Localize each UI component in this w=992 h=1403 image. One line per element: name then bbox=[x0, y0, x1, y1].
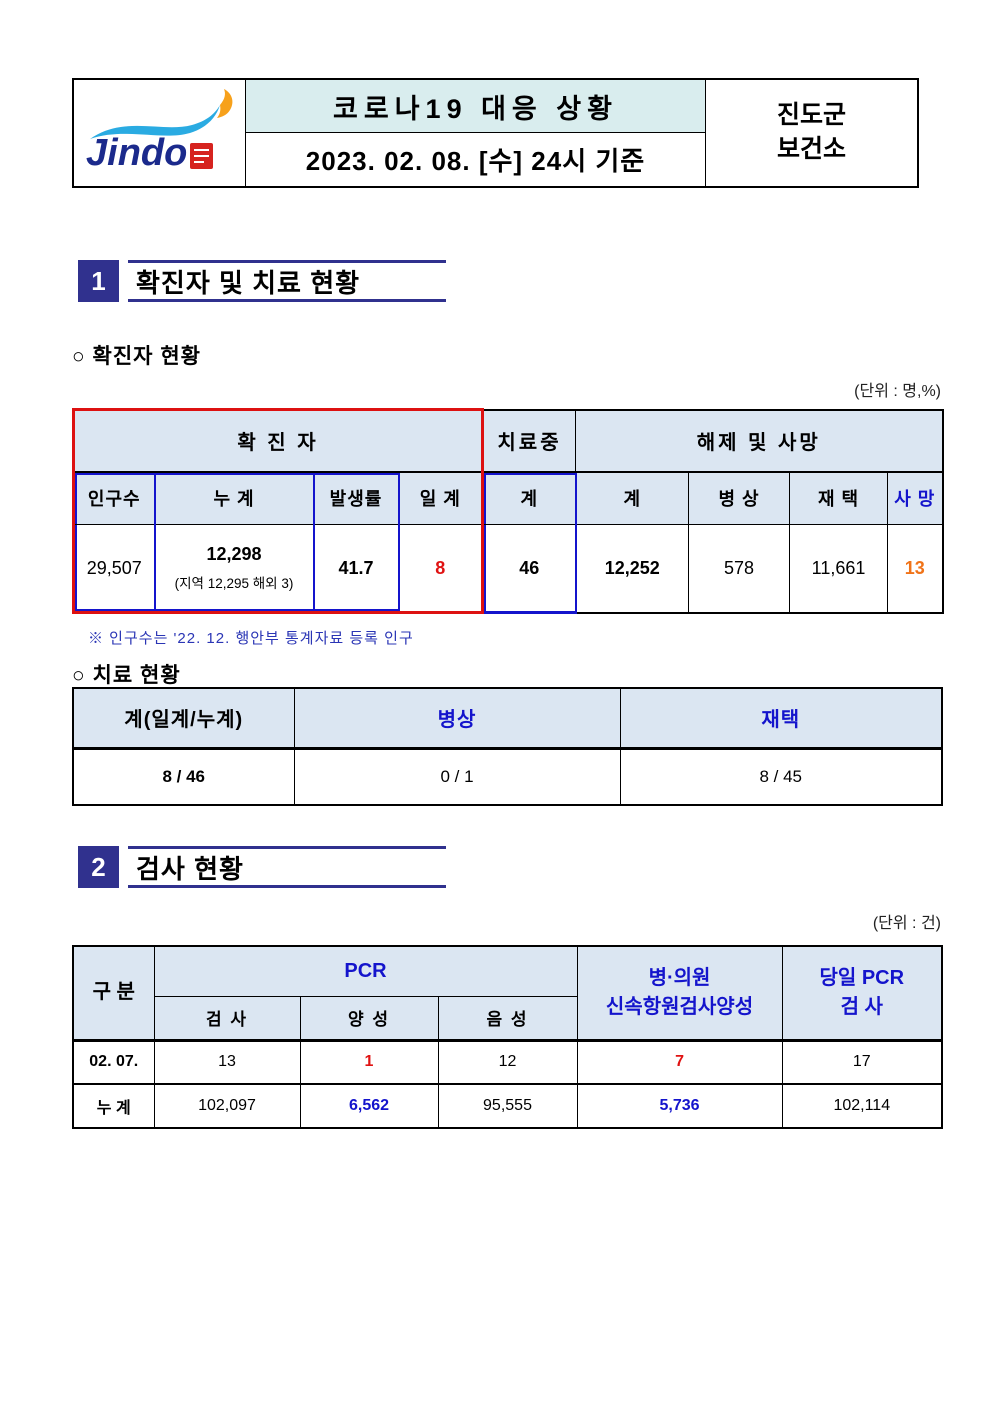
treatment-data-row: 8 / 46 0 / 1 8 / 45 bbox=[72, 747, 943, 806]
daily-value: 8 bbox=[397, 524, 485, 614]
test-header-row2: 검 사 양 성 음 성 bbox=[73, 995, 942, 1042]
same-day-header-line1: 당일 PCR bbox=[819, 966, 905, 989]
test-header-pcr-positive: 양 성 bbox=[299, 995, 439, 1042]
report-title: 코로나19 대응 상황 bbox=[246, 80, 705, 133]
col-header-incidence-rate: 발생률 bbox=[312, 471, 400, 525]
org-line2: 보건소 bbox=[776, 135, 846, 163]
daily-rat-positive-value: 7 bbox=[576, 1039, 783, 1085]
section2-title: 검사 현황 bbox=[128, 846, 446, 888]
population-footnote: ※ 인구수는 '22. 12. 행안부 통계자료 등록 인구 bbox=[88, 630, 414, 647]
confirmed-data-row: 29,507 12,298 (지역 12,295 해외 3) 41.7 8 46… bbox=[72, 524, 944, 614]
rat-header-line1: 병·의원 bbox=[648, 966, 711, 989]
incidence-rate-value: 41.7 bbox=[312, 524, 400, 614]
section2-header: 2 검사 현황 bbox=[78, 846, 446, 888]
group-header-released-death: 해제 및 사망 bbox=[575, 409, 944, 473]
death-value: 13 bbox=[887, 524, 944, 613]
jindo-logo: Jindo bbox=[74, 80, 246, 186]
jindo-logo-svg: Jindo bbox=[86, 89, 232, 174]
daily-pcr-negative-value: 12 bbox=[437, 1039, 578, 1085]
confirmed-cases-table: 확 진 자 치료중 해제 및 사망 인구수 누 계 발생률 일 계 계 계 병 … bbox=[71, 408, 944, 614]
rat-header-line2: 신속항원검사양성 bbox=[605, 995, 754, 1018]
treatment-header-hospital: 병상 bbox=[293, 687, 621, 750]
section1-title: 확진자 및 치료 현황 bbox=[128, 260, 446, 302]
test-daily-row: 02. 07. 13 1 12 7 17 bbox=[72, 1039, 943, 1085]
hospital-value: 578 bbox=[688, 524, 791, 613]
test-header-pcr: PCR bbox=[153, 945, 578, 997]
logo-seal-marks bbox=[193, 149, 209, 163]
col-header-daily: 일 계 bbox=[397, 471, 485, 525]
col-header-released-total: 계 bbox=[575, 471, 690, 525]
test-header-pcr-negative: 음 성 bbox=[437, 995, 578, 1042]
same-day-header-line2: 검 사 bbox=[840, 995, 883, 1018]
treating-total-value: 46 bbox=[482, 524, 577, 614]
test-status-table: 구 분 PCR 병·의원 신속항원검사양성 당일 PCR 검 사 검 사 양 성… bbox=[72, 945, 944, 1129]
treatment-header-row: 계(일계/누계) 병상 재택 bbox=[72, 687, 943, 750]
col-header-home-care: 재 택 bbox=[789, 471, 889, 525]
header-middle-column: 코로나19 대응 상황 2023. 02. 08. [수] 24시 기준 bbox=[246, 80, 706, 186]
group-header-row: 확 진 자 치료중 해제 및 사망 bbox=[71, 408, 944, 473]
home-care-value: 11,661 bbox=[789, 524, 889, 613]
cumulative-same-day-pcr-value: 102,114 bbox=[781, 1083, 943, 1129]
group-header-confirmed: 확 진 자 bbox=[71, 408, 485, 473]
unit-note-persons: (단위 : 명,%) bbox=[854, 383, 941, 400]
treatment-hospital-value: 0 / 1 bbox=[293, 747, 621, 806]
test-cumulative-label: 누 계 bbox=[72, 1083, 155, 1129]
cumulative-rat-positive-value: 5,736 bbox=[576, 1083, 783, 1129]
test-header-category: 구 분 bbox=[72, 945, 155, 1042]
treatment-status-subtitle: ○ 치료 현황 bbox=[72, 664, 181, 687]
cumulative-pcr-test-value: 102,097 bbox=[153, 1083, 301, 1129]
col-header-hospital: 병 상 bbox=[688, 471, 791, 525]
logo-wave-shape bbox=[89, 105, 220, 139]
treatment-home-value: 8 / 45 bbox=[619, 747, 943, 806]
cumulative-pcr-positive-value: 6,562 bbox=[299, 1083, 439, 1129]
daily-pcr-test-value: 13 bbox=[153, 1039, 301, 1085]
test-header-row1: 구 분 PCR 병·의원 신속항원검사양성 당일 PCR 검 사 bbox=[72, 945, 943, 1042]
cumulative-value: 12,298 bbox=[206, 544, 262, 564]
org-name: 진도군 보건소 bbox=[706, 80, 917, 186]
col-header-death: 사 망 bbox=[887, 471, 944, 525]
cumulative-pcr-negative-value: 95,555 bbox=[437, 1083, 578, 1129]
treatment-header-home: 재택 bbox=[619, 687, 943, 750]
test-cumulative-row: 누 계 102,097 6,562 95,555 5,736 102,114 bbox=[72, 1083, 943, 1129]
cumulative-detail: (지역 12,295 해외 3) bbox=[174, 576, 294, 591]
col-header-treating-total: 계 bbox=[482, 471, 577, 525]
test-header-rat: 병·의원 신속항원검사양성 bbox=[576, 945, 783, 1042]
col-header-population: 인구수 bbox=[72, 471, 155, 525]
test-header-pcr-test: 검 사 bbox=[153, 995, 301, 1042]
section1-header: 1 확진자 및 치료 현황 bbox=[78, 260, 446, 302]
col-header-cumulative: 누 계 bbox=[153, 471, 314, 525]
population-value: 29,507 bbox=[72, 524, 155, 614]
daily-pcr-positive-value: 1 bbox=[299, 1039, 439, 1085]
test-header-same-day: 당일 PCR 검 사 bbox=[781, 945, 943, 1042]
section1-number-badge: 1 bbox=[78, 260, 119, 302]
confirmed-status-subtitle: ○ 확진자 현황 bbox=[72, 345, 201, 368]
column-header-row: 인구수 누 계 발생률 일 계 계 계 병 상 재 택 사 망 bbox=[72, 471, 944, 525]
released-total-value: 12,252 bbox=[575, 524, 690, 613]
cumulative-value-cell: 12,298 (지역 12,295 해외 3) bbox=[153, 524, 314, 614]
document-header: Jindo 코로나19 대응 상황 2023. 02. 08. [수] 24시 … bbox=[72, 78, 919, 188]
treatment-table: 계(일계/누계) 병상 재택 8 / 46 0 / 1 8 / 45 bbox=[72, 687, 943, 806]
report-date: 2023. 02. 08. [수] 24시 기준 bbox=[305, 146, 646, 176]
group-header-in-treatment: 치료중 bbox=[482, 409, 577, 473]
logo-wordmark: Jindo bbox=[86, 132, 187, 174]
treatment-header-total: 계(일계/누계) bbox=[72, 687, 295, 750]
org-line1: 진도군 bbox=[776, 101, 846, 130]
unit-note-cases: (단위 : 건) bbox=[872, 915, 941, 932]
treatment-total-value: 8 / 46 bbox=[72, 747, 295, 806]
logo-flame-icon bbox=[216, 89, 232, 118]
daily-same-day-pcr-value: 17 bbox=[781, 1039, 943, 1085]
test-daily-label: 02. 07. bbox=[72, 1039, 155, 1085]
section2-number-badge: 2 bbox=[78, 846, 119, 888]
